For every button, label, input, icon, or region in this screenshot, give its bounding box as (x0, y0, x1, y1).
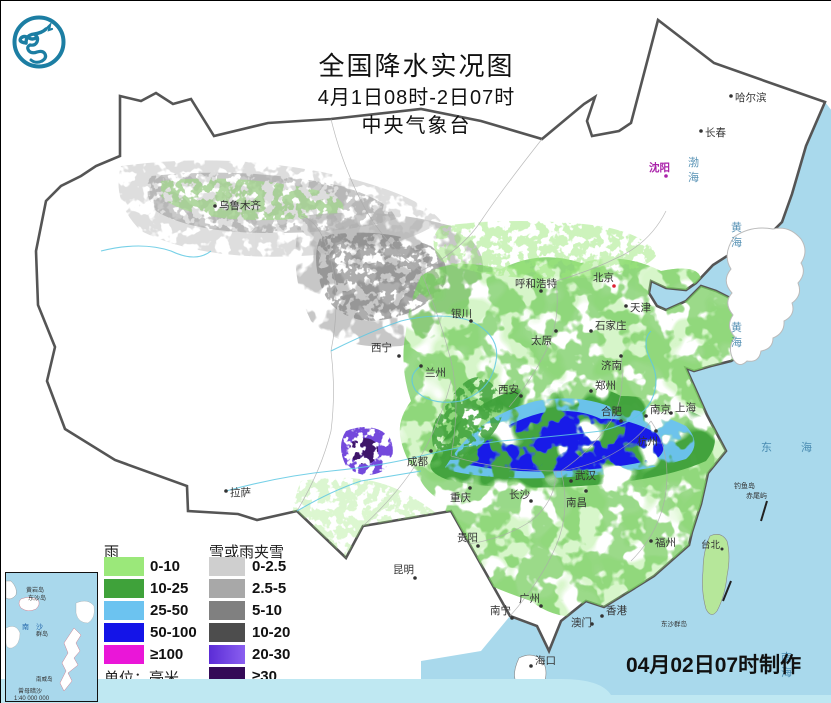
svg-text:东沙群岛: 东沙群岛 (661, 619, 687, 628)
svg-text:沈阳: 沈阳 (649, 161, 670, 174)
svg-text:黄: 黄 (731, 320, 742, 334)
svg-text:海: 海 (801, 440, 812, 454)
svg-text:钓鱼岛: 钓鱼岛 (734, 481, 755, 490)
svg-text:福州: 福州 (655, 536, 676, 549)
svg-text:郑州: 郑州 (595, 379, 616, 392)
svg-text:成都: 成都 (407, 456, 428, 468)
svg-text:海: 海 (688, 170, 699, 184)
svg-text:南昌: 南昌 (566, 496, 587, 509)
svg-text:赤尾屿: 赤尾屿 (746, 491, 767, 500)
svg-text:银川: 银川 (451, 307, 472, 320)
svg-text:西宁: 西宁 (371, 341, 392, 354)
svg-text:合肥: 合肥 (601, 405, 622, 418)
svg-text:北京: 北京 (593, 271, 614, 284)
svg-text:重庆: 重庆 (450, 491, 471, 504)
svg-text:群岛: 群岛 (36, 630, 48, 638)
svg-text:南威岛: 南威岛 (36, 675, 53, 683)
svg-text:西安: 西安 (498, 383, 519, 396)
svg-text:昆明: 昆明 (393, 564, 414, 576)
svg-text:上海: 上海 (675, 401, 696, 414)
svg-text:渤: 渤 (688, 156, 699, 169)
svg-text:黄岩岛: 黄岩岛 (26, 586, 44, 594)
svg-text:曾母暗沙: 曾母暗沙 (18, 687, 42, 695)
svg-text:杭州: 杭州 (637, 435, 658, 448)
svg-text:1:40 000 000: 1:40 000 000 (14, 696, 50, 701)
svg-text:海: 海 (731, 335, 742, 349)
svg-text:兰州: 兰州 (425, 366, 446, 379)
svg-text:南京: 南京 (650, 403, 671, 416)
svg-text:石家庄: 石家庄 (595, 319, 627, 332)
svg-text:太原: 太原 (531, 334, 552, 347)
svg-text:海口: 海口 (535, 654, 556, 667)
svg-text:东沙岛: 东沙岛 (28, 594, 46, 602)
svg-text:武汉: 武汉 (575, 469, 596, 482)
svg-text:天津: 天津 (630, 302, 651, 314)
svg-text:海: 海 (731, 235, 742, 249)
svg-text:澳门: 澳门 (571, 616, 592, 629)
svg-text:呼和浩特: 呼和浩特 (515, 278, 557, 290)
svg-text:南宁: 南宁 (490, 604, 511, 617)
svg-text:拉萨: 拉萨 (230, 486, 251, 499)
svg-text:南 沙: 南 沙 (22, 622, 43, 631)
svg-text:黄: 黄 (731, 220, 742, 234)
svg-text:长沙: 长沙 (509, 489, 530, 501)
svg-text:台北: 台北 (701, 539, 721, 551)
svg-text:广州: 广州 (519, 593, 540, 605)
svg-text:济南: 济南 (601, 359, 622, 372)
svg-text:香港: 香港 (606, 605, 627, 617)
svg-text:贵阳: 贵阳 (457, 531, 478, 544)
svg-text:东: 东 (761, 441, 772, 454)
svg-text:乌鲁木齐: 乌鲁木齐 (219, 199, 261, 212)
